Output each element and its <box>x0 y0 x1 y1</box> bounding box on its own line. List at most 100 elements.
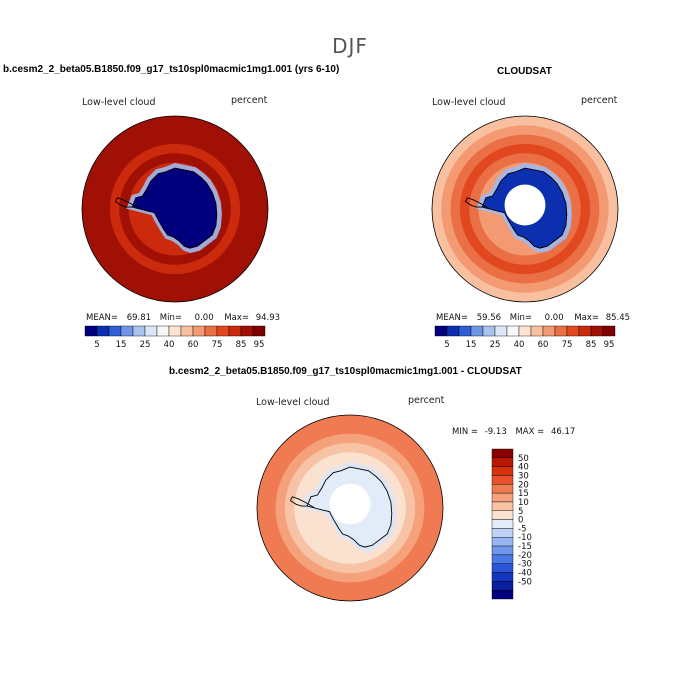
obs-stats: MEAN= 59.56 Min= 0.00 Max= 85.45 <box>436 313 630 323</box>
colorbar-swatch <box>491 492 514 503</box>
diff-max-value: 46.17 <box>550 427 576 437</box>
diff-units-label: percent <box>408 395 445 406</box>
polar-data-gap <box>504 184 546 226</box>
colorbar-tick-label: -15 <box>518 542 532 552</box>
coastal-band <box>301 462 397 553</box>
colorbar-swatch <box>491 466 514 476</box>
colorbar-tick-label: -5 <box>518 524 526 534</box>
colorbar-swatch <box>602 325 616 337</box>
obs-min-label: Min= <box>509 313 532 323</box>
contour-field <box>432 116 618 302</box>
obs-mean-label: MEAN= <box>436 313 468 323</box>
colorbar-swatch <box>491 448 514 459</box>
colorbar-swatch <box>252 325 266 337</box>
colorbar-swatch <box>491 563 514 573</box>
colorbar-tick-label: -50 <box>518 577 532 587</box>
contour-field <box>257 415 443 601</box>
diff-min-label: MIN = <box>452 427 479 437</box>
colorbar-tick-label: -20 <box>518 551 532 561</box>
colorbar-swatch <box>590 325 604 337</box>
colorbar-swatch <box>458 325 472 337</box>
colorbar-tick-label: 75 <box>212 340 223 350</box>
colorbar-tick-label: 60 <box>188 340 199 350</box>
colorbar-swatch <box>168 325 182 337</box>
colorbar-swatch <box>491 554 514 564</box>
colorbar-swatch <box>518 325 532 337</box>
colorbar-swatch <box>491 589 514 600</box>
contour-field <box>82 116 268 302</box>
colorbar-tick-label: 85 <box>236 340 247 350</box>
model-units-label: percent <box>231 95 268 106</box>
colorbar-swatch <box>240 325 254 337</box>
obs-mean-value: 59.56 <box>476 313 502 323</box>
colorbar-swatch <box>491 484 514 494</box>
diff-stats: MIN = -9.13 MAX = 46.17 <box>452 427 575 437</box>
colorbar-swatch <box>446 325 460 337</box>
colorbar-swatch <box>84 325 98 337</box>
colorbar-swatch <box>566 325 580 337</box>
colorbar-swatch <box>470 325 484 337</box>
obs-panel-title: CLOUDSAT <box>497 66 552 77</box>
colorbar-swatch <box>491 528 514 538</box>
colorbar-tick-label: 15 <box>518 489 529 499</box>
colorbar-swatch <box>554 325 568 337</box>
colorbar-tick-label: 95 <box>254 340 265 350</box>
diff-panel-title: b.cesm2_2_beta05.B1850.f09_g17_ts10spl0m… <box>169 366 522 377</box>
peninsula-coastline <box>114 197 140 210</box>
polar-data-gap <box>329 483 371 525</box>
colorbar-tick-label: 25 <box>490 340 501 350</box>
colorbar-tick-label: 85 <box>586 340 597 350</box>
colorbar-swatch <box>482 325 496 337</box>
colorbar-tick-label: -10 <box>518 533 532 543</box>
colorbar-swatch <box>156 325 170 337</box>
model-colorbar: 5 15 25 40 60 75 85 95 <box>84 325 266 350</box>
colorbar-tick-label: 10 <box>518 498 529 508</box>
peninsula-coastline <box>464 197 490 210</box>
colorbar-swatch <box>434 325 448 337</box>
obs-min-value: 0.00 <box>544 313 564 323</box>
model-mean-label: MEAN= <box>86 313 118 323</box>
model-panel-title: b.cesm2_2_beta05.B1850.f09_g17_ts10spl0m… <box>3 64 340 75</box>
colorbar-tick-label: 75 <box>562 340 573 350</box>
diff-polar-map <box>256 414 444 602</box>
coastal-band <box>476 163 572 254</box>
colorbar-swatch <box>491 519 514 529</box>
colorbar-swatch <box>491 581 514 591</box>
colorbar-tick-label: 30 <box>518 471 529 481</box>
colorbar-tick-label: 5 <box>94 340 99 350</box>
colorbar-swatch <box>542 325 556 337</box>
colorbar-swatch <box>491 457 514 467</box>
coastal-band <box>126 163 222 254</box>
colorbar-swatch <box>120 325 134 337</box>
colorbar-swatch <box>491 545 514 556</box>
peninsula-coastline <box>289 496 315 509</box>
colorbar-tick-label: -40 <box>518 569 532 579</box>
colorbar-swatch <box>144 325 158 337</box>
colorbar-tick-label: 5 <box>518 507 523 517</box>
obs-polar-map <box>431 115 619 303</box>
colorbar-swatch <box>132 325 146 337</box>
diff-min-value: -9.13 <box>484 427 507 437</box>
colorbar-tick-label: 60 <box>538 340 549 350</box>
obs-max-value: 85.45 <box>605 313 631 323</box>
colorbar-tick-label: 15 <box>466 340 477 350</box>
colorbar-swatch <box>228 325 242 337</box>
colorbar-tick-label: 25 <box>140 340 151 350</box>
obs-variable-label: Low-level cloud <box>432 97 506 108</box>
colorbar-swatch <box>491 537 514 547</box>
model-polar-map <box>81 115 269 303</box>
colorbar-tick-label: 5 <box>444 340 449 350</box>
colorbar-swatch <box>108 325 122 337</box>
colorbar-tick-label: 40 <box>164 340 175 350</box>
diff-variable-label: Low-level cloud <box>256 397 330 408</box>
antarctica-coastline <box>481 167 568 249</box>
colorbar-swatch <box>204 325 218 337</box>
colorbar-swatch <box>491 475 514 485</box>
colorbar-tick-label: 20 <box>518 480 529 490</box>
obs-max-label: Max= <box>574 313 600 323</box>
colorbar-tick-label: 15 <box>116 340 127 350</box>
colorbar-swatch <box>491 510 514 520</box>
obs-units-label: percent <box>581 95 618 106</box>
colorbar-swatch <box>506 325 520 337</box>
colorbar-tick-label: 50 <box>518 454 529 464</box>
